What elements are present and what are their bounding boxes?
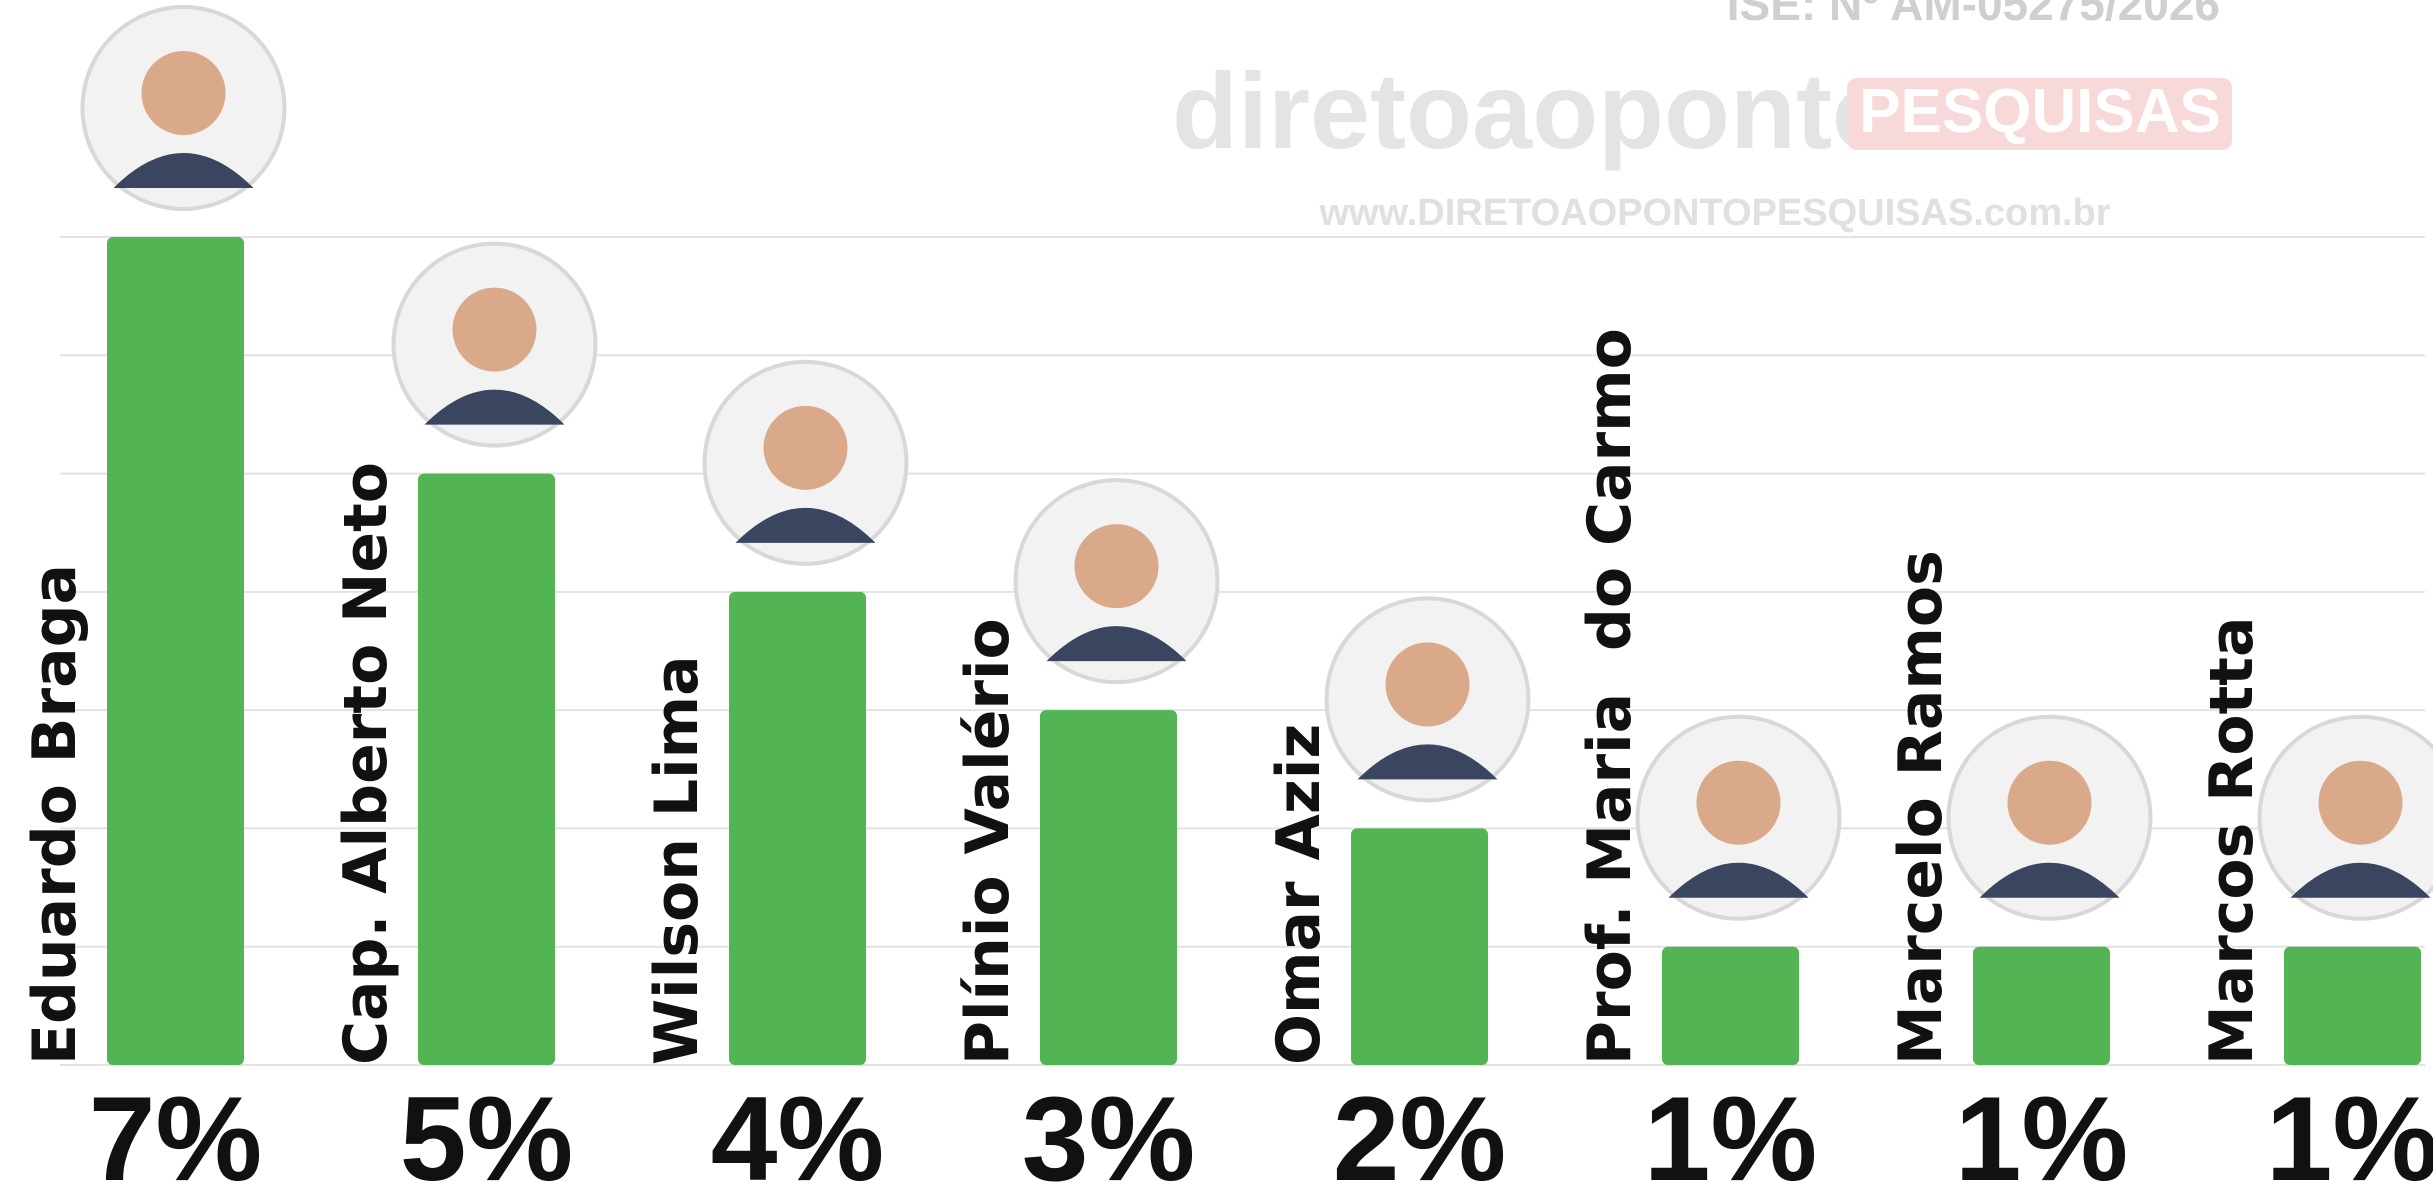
candidate-name: Wilson Lima xyxy=(642,655,712,1065)
bar xyxy=(1040,710,1177,1065)
photo-head xyxy=(141,51,226,135)
candidate-name: Prof. Maria do Carmo xyxy=(1575,328,1645,1065)
candidate-name: Eduardo Braga xyxy=(20,564,90,1065)
bar xyxy=(1973,946,2110,1065)
value-label: 5% xyxy=(400,1072,573,1194)
bar xyxy=(418,473,555,1066)
brand-tag-box xyxy=(1847,78,2232,150)
value-label: 3% xyxy=(1022,1072,1195,1194)
photo-body xyxy=(1357,744,1498,780)
photo-head xyxy=(452,287,537,372)
photo-body xyxy=(735,507,876,543)
bar xyxy=(729,591,866,1065)
candidate-name: Plínio Valério xyxy=(953,618,1023,1065)
photo-body xyxy=(424,389,565,425)
bar xyxy=(107,237,244,1065)
photo-head xyxy=(2318,760,2403,845)
value-label: 7% xyxy=(89,1072,262,1194)
photo-head xyxy=(2007,760,2092,845)
photo-head xyxy=(1074,524,1159,609)
value-label: 2% xyxy=(1333,1072,1506,1194)
value-label: 4% xyxy=(711,1072,884,1194)
photo-body xyxy=(113,153,254,188)
photo-head xyxy=(1696,760,1781,845)
bar xyxy=(1351,828,1488,1065)
bar xyxy=(2284,946,2421,1065)
brand: diretoaoponto xyxy=(1172,50,1898,171)
value-label: 1% xyxy=(1955,1072,2128,1194)
value-label: 1% xyxy=(1644,1072,1817,1194)
registration: ISE: Nº AM-05275/2026 xyxy=(1727,0,2220,30)
candidate-name: Marcelo Ramos xyxy=(1886,550,1956,1065)
photo-head xyxy=(1385,642,1470,727)
photo-body xyxy=(1668,862,1809,898)
photo-body xyxy=(1979,862,2120,898)
candidate-name: Marcos Rotta xyxy=(2197,617,2267,1065)
photo-body xyxy=(2290,862,2431,898)
value-label: 1% xyxy=(2266,1072,2433,1194)
photo-head xyxy=(763,405,848,490)
website: www.DIRETOAOPONTOPESQUISAS.com.br xyxy=(1318,192,2110,234)
candidate-name: Cap. Alberto Neto xyxy=(331,462,401,1065)
photo-body xyxy=(1046,626,1187,662)
candidate-name: Omar Aziz xyxy=(1264,724,1334,1065)
bar xyxy=(1662,946,1799,1065)
brand-tag: PESQUISAS xyxy=(1859,77,2221,146)
